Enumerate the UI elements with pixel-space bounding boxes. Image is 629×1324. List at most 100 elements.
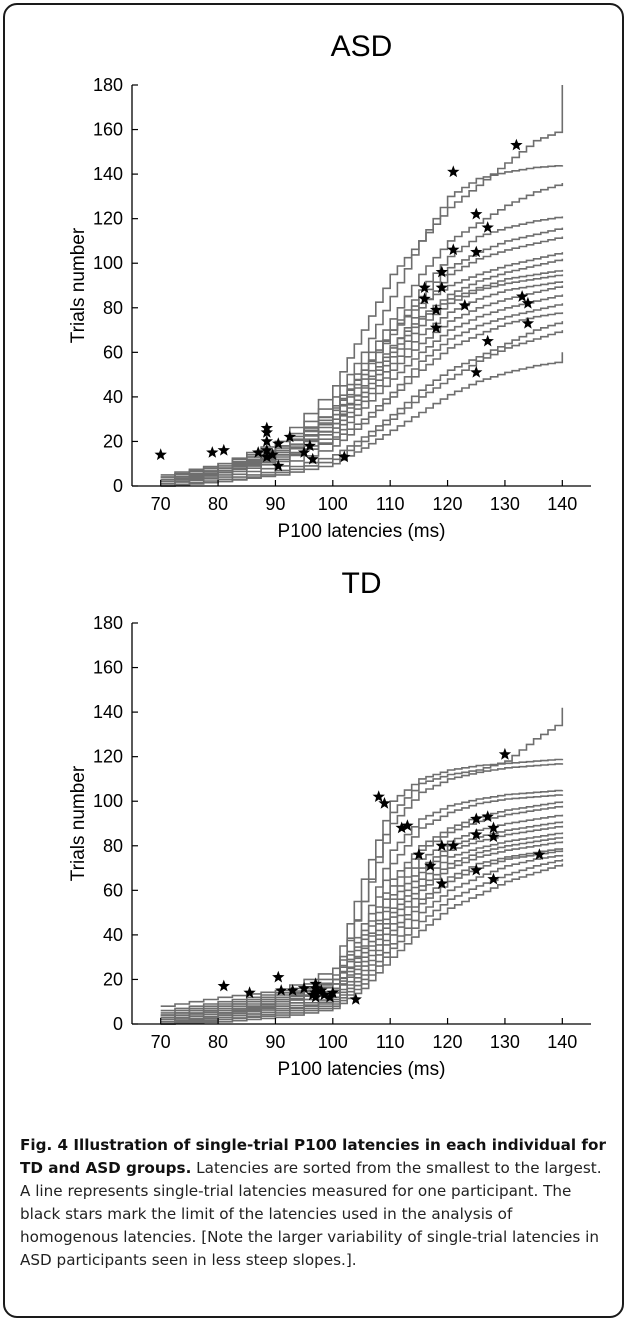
- x-tick-label: 120: [433, 1032, 463, 1052]
- star-marker: [306, 452, 319, 465]
- star-marker: [470, 863, 483, 876]
- star-marker: [470, 365, 483, 378]
- star-marker: [470, 207, 483, 220]
- star-marker: [521, 316, 535, 329]
- star-marker: [533, 848, 546, 860]
- star-marker: [510, 138, 523, 151]
- series-line: [160, 836, 564, 1021]
- caption-body: Latencies are sorted from the smallest t…: [20, 1159, 602, 1269]
- star-marker: [315, 984, 328, 996]
- star-marker: [266, 448, 279, 461]
- y-tick-label: 40: [103, 387, 123, 407]
- y-tick-label: 180: [93, 75, 123, 95]
- star-marker: [272, 437, 285, 449]
- series-line: [160, 859, 564, 1025]
- star-marker: [252, 446, 265, 458]
- x-axis-label: P100 latencies (ms): [278, 521, 446, 542]
- series-line: [160, 294, 564, 485]
- star-marker: [435, 877, 448, 889]
- y-axis-label: Trials number: [68, 227, 89, 343]
- series-line: [160, 330, 564, 487]
- star-marker: [470, 828, 483, 840]
- star-marker: [424, 859, 437, 872]
- series-line: [160, 321, 564, 487]
- star-marker: [378, 797, 391, 809]
- series-line: [160, 312, 564, 485]
- series-line: [160, 841, 564, 1023]
- star-marker: [272, 970, 285, 983]
- x-tick-label: 70: [151, 1032, 171, 1052]
- star-marker: [435, 265, 448, 278]
- series-line: [160, 854, 564, 1025]
- caption-title: Fig. 4 Illustration of single-trial P100…: [20, 1136, 606, 1177]
- y-tick-label: 160: [93, 120, 123, 140]
- chart-title: TD: [342, 567, 382, 600]
- x-tick-label: 130: [490, 494, 520, 514]
- star-marker: [283, 430, 296, 443]
- series-line: [160, 165, 564, 483]
- y-tick-label: 100: [93, 253, 123, 273]
- star-marker: [470, 812, 483, 825]
- star-marker: [429, 321, 443, 334]
- x-tick-label: 100: [318, 494, 348, 514]
- figure-charts: ASD 0 20 40 60 80 100 120 140 160 180 70 80 90 100 110 1…: [68, 30, 591, 1080]
- star-marker: [498, 747, 512, 760]
- star-marker: [487, 830, 500, 843]
- x-tick-label: 110: [376, 494, 405, 514]
- star-marker: [206, 446, 219, 458]
- star-marker: [217, 979, 230, 992]
- figure-caption: Fig. 4 Illustration of single-trial P100…: [20, 1134, 612, 1272]
- star-marker: [487, 872, 500, 885]
- y-tick-label: 60: [103, 880, 123, 900]
- star-marker: [481, 221, 494, 233]
- star-marker: [458, 299, 471, 311]
- y-tick-label: 40: [103, 925, 123, 945]
- series-line: [160, 850, 564, 1025]
- x-tick-label: 100: [318, 1032, 348, 1052]
- y-tick-label: 100: [93, 791, 123, 811]
- star-marker: [447, 165, 460, 178]
- series-line: [160, 758, 564, 1007]
- star-marker: [260, 426, 273, 438]
- star-marker: [260, 450, 273, 463]
- star-marker: [372, 790, 385, 802]
- series-line: [160, 794, 564, 1014]
- star-marker: [435, 839, 448, 851]
- star-marker: [481, 810, 494, 823]
- x-tick-label: 90: [265, 1032, 285, 1052]
- series-line: [160, 236, 564, 483]
- x-tick-label: 80: [208, 494, 228, 514]
- star-marker: [447, 243, 460, 256]
- y-tick-label: 60: [103, 342, 123, 362]
- series-line: [160, 258, 564, 478]
- y-tick-label: 160: [93, 658, 123, 678]
- star-marker: [260, 434, 273, 447]
- star-marker: [297, 446, 311, 458]
- star-marker: [516, 290, 529, 302]
- y-tick-label: 140: [93, 164, 123, 184]
- star-marker: [326, 986, 339, 999]
- star-marker: [297, 981, 311, 994]
- x-tick-label: 140: [547, 494, 577, 514]
- star-marker: [306, 988, 319, 1001]
- star-marker: [470, 245, 483, 258]
- y-tick-label: 20: [103, 969, 123, 989]
- star-marker: [418, 281, 431, 293]
- x-tick-label: 130: [490, 1032, 520, 1052]
- x-tick-label: 110: [376, 1032, 405, 1052]
- series-line: [160, 352, 564, 487]
- series-line: [160, 801, 564, 1019]
- y-tick-label: 80: [103, 298, 123, 318]
- x-axis-label: P100 latencies (ms): [278, 1059, 446, 1080]
- star-marker: [481, 334, 494, 347]
- star-marker: [309, 990, 322, 1003]
- series-line: [160, 763, 564, 1012]
- y-tick-label: 120: [93, 747, 123, 767]
- series-line: [160, 303, 564, 483]
- y-tick-label: 20: [103, 431, 123, 451]
- star-marker: [286, 984, 299, 996]
- star-marker: [318, 988, 331, 1001]
- figure-frame: [3, 3, 624, 1318]
- y-tick-label: 0: [113, 1014, 123, 1034]
- y-tick-label: 120: [93, 209, 123, 229]
